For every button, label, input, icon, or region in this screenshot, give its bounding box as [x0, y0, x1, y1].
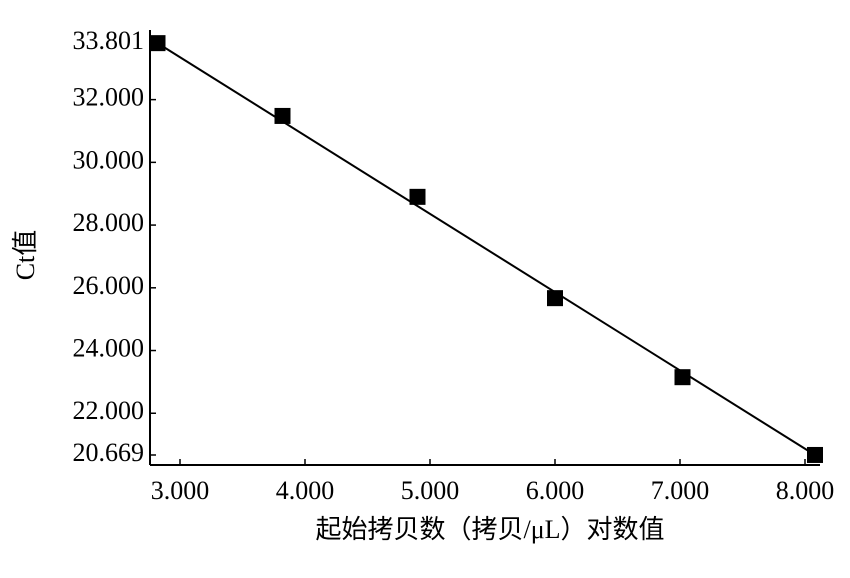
- data-point: [149, 35, 166, 52]
- y-tick-label: 33.801: [73, 26, 145, 55]
- data-point: [409, 188, 426, 205]
- x-tick-label: 7.000: [651, 476, 710, 505]
- x-axis-label: 起始拷贝数（拷贝/μL）对数值: [315, 515, 664, 544]
- x-tick-label: 5.000: [401, 476, 460, 505]
- y-tick-label: 24.000: [73, 333, 145, 362]
- data-point: [274, 107, 291, 124]
- y-axis-label: Ct值: [11, 230, 40, 281]
- data-point: [807, 446, 823, 463]
- y-tick-label: 28.000: [73, 208, 145, 237]
- y-tick-label: 20.669: [73, 438, 145, 467]
- x-tick-label: 4.000: [276, 476, 335, 505]
- x-tick-label: 8.000: [776, 476, 835, 505]
- y-tick-label: 26.000: [73, 271, 145, 300]
- data-point: [674, 369, 691, 386]
- y-tick-label: 30.000: [73, 145, 145, 174]
- data-point: [547, 290, 563, 307]
- fit-line: [156, 42, 816, 456]
- y-tick-label: 22.000: [73, 396, 145, 425]
- x-tick-label: 3.000: [151, 476, 210, 505]
- x-tick-label: 6.000: [526, 476, 585, 505]
- y-tick-label: 32.000: [73, 83, 145, 112]
